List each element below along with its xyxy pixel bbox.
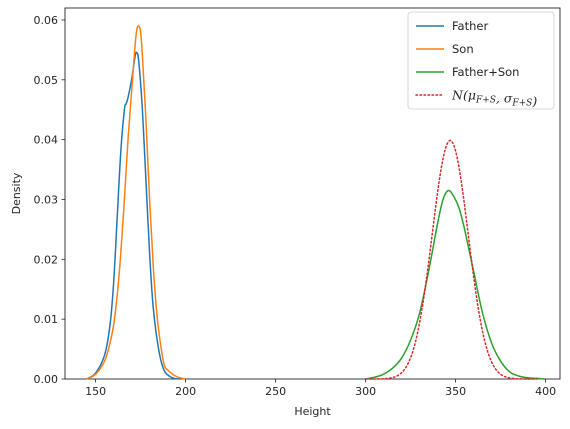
series-line-father-son	[365, 189, 546, 380]
y-tick-label: 0.00	[34, 373, 59, 386]
legend-label: N(μF+S, σF+S)	[451, 88, 537, 109]
x-tick-label: 250	[265, 385, 286, 398]
legend-item-son: Son	[416, 42, 474, 56]
x-tick-label: 350	[445, 385, 466, 398]
x-axis-label: Height	[294, 405, 331, 418]
series-line-normal-fit	[364, 139, 538, 380]
legend-box	[407, 11, 555, 110]
y-tick-label: 0.05	[34, 74, 59, 87]
y-tick-label: 0.02	[34, 253, 59, 266]
y-axis-label: Density	[10, 172, 23, 214]
x-axis-ticks: 150 200 250 300 350 400	[85, 379, 556, 398]
x-tick-label: 200	[175, 385, 196, 398]
legend-label: Son	[452, 42, 474, 56]
legend-item-father: Father	[416, 19, 488, 33]
legend-label: Father+Son	[452, 65, 519, 79]
x-tick-label: 300	[355, 385, 376, 398]
y-tick-label: 0.01	[34, 313, 59, 326]
legend: Father Son Father+Son N(μF+S, σF+S)	[407, 11, 555, 110]
plot-lines	[86, 25, 546, 380]
y-tick-label: 0.04	[34, 134, 59, 147]
y-axis-ticks: 0.00 0.01 0.02 0.03 0.04 0.05 0.06	[34, 14, 65, 386]
y-tick-label: 0.06	[34, 14, 59, 27]
x-tick-label: 150	[85, 385, 106, 398]
x-tick-label: 400	[535, 385, 556, 398]
series-line-son	[86, 25, 186, 380]
legend-label: Father	[452, 19, 488, 33]
legend-item-father-son: Father+Son	[416, 65, 519, 79]
legend-item-normal-fit: N(μF+S, σF+S)	[415, 88, 537, 109]
y-tick-label: 0.03	[34, 193, 59, 206]
